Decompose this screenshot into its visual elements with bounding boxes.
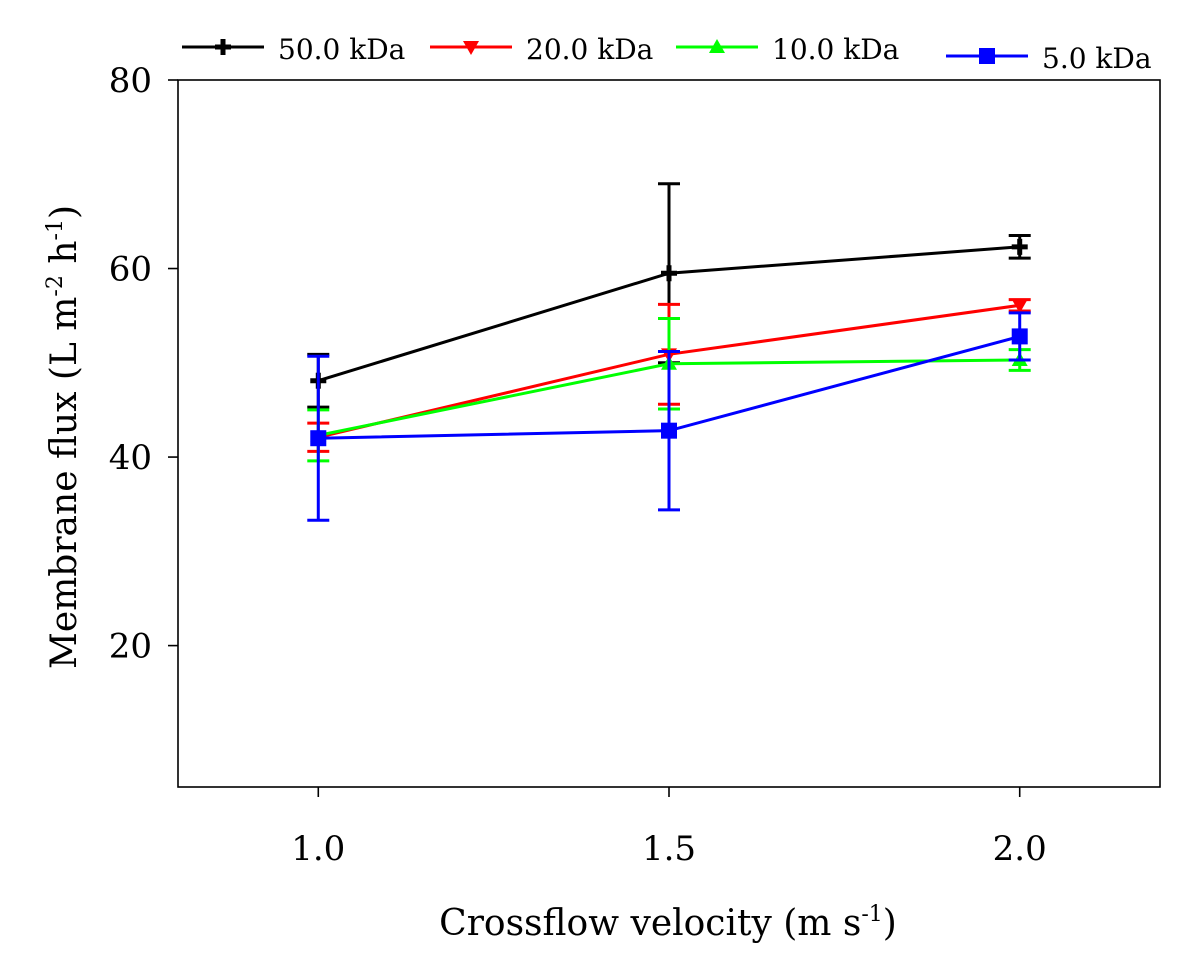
series-3-point-1 xyxy=(661,422,677,439)
y-tick-label-0: 20 xyxy=(109,627,152,667)
x-tick-label-0: 1.0 xyxy=(291,829,345,869)
legend-item-0: 50.0 kDa xyxy=(182,33,405,66)
legend-label-2: 10.0 kDa xyxy=(772,33,899,66)
legend-item-2: 10.0 kDa xyxy=(676,33,899,66)
legend-item-3: 5.0 kDa xyxy=(946,42,1152,75)
legend-label-3: 5.0 kDa xyxy=(1042,42,1152,75)
series-3-point-0 xyxy=(310,430,327,447)
y-axis: 20 40 60 80 xyxy=(109,61,178,667)
legend-label-0: 50.0 kDa xyxy=(278,33,405,66)
x-tick-label-2: 2.0 xyxy=(993,829,1047,869)
y-tick-label-1: 40 xyxy=(109,438,152,478)
series-3-point-2 xyxy=(1011,328,1028,345)
legend-item-1: 20.0 kDa xyxy=(430,33,653,66)
y-tick-label-2: 60 xyxy=(109,250,152,290)
legend-label-1: 20.0 kDa xyxy=(526,33,653,66)
y-tick-label-3: 80 xyxy=(109,61,152,101)
legend-swatch-marker-3 xyxy=(979,48,995,64)
legend-swatch-marker-2 xyxy=(709,39,725,53)
series-layer xyxy=(307,182,1031,522)
x-axis-title: Crossflow velocity (m s-1) xyxy=(439,902,897,944)
series-0-point-2 xyxy=(1011,238,1028,255)
y-axis-title: Membrane flux (L m-2 h-1) xyxy=(43,205,85,669)
series-1-point-2 xyxy=(1011,299,1028,314)
series-3 xyxy=(307,311,1031,522)
legend-swatch-marker-1 xyxy=(463,41,479,55)
x-axis: 1.0 1.5 2.0 xyxy=(291,787,1047,869)
x-tick-label-1: 1.5 xyxy=(642,829,696,869)
legend-swatch-marker-0 xyxy=(215,39,231,55)
series-0-point-1 xyxy=(661,265,677,282)
legend: 50.0 kDa 20.0 kDa 10.0 kDa 5.0 kDa xyxy=(182,33,1152,75)
